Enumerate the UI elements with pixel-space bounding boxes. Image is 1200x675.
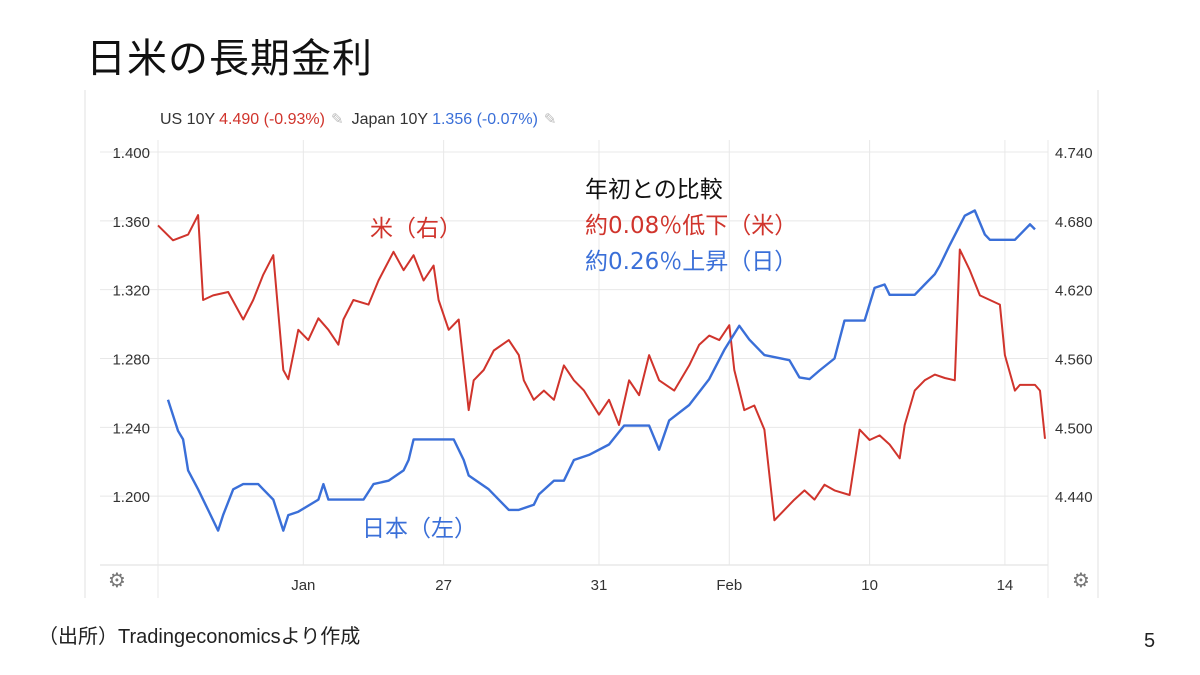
y-right-tick-label: 4.680 [1055, 214, 1093, 231]
legend-jp-label: Japan 10Y [351, 111, 429, 128]
y-right-tick-label: 4.560 [1055, 352, 1093, 369]
x-tick-label: Jan [291, 577, 315, 594]
source-note: （出所）Tradingeconomicsより作成 [38, 626, 361, 648]
y-left-tick-label: 1.280 [112, 352, 150, 369]
y-left-tick-label: 1.240 [112, 420, 150, 437]
y-right-tick-label: 4.440 [1055, 489, 1093, 506]
chart-legend: US 10Y 4.490 (-0.93%) ✎ Japan 10Y 1.356 (-0.… [160, 110, 565, 129]
compare-title: 年初との比較 [585, 177, 723, 203]
x-tick-label: 10 [861, 577, 878, 594]
jp-change: 約0.26％上昇（日） [585, 249, 798, 275]
pencil-icon[interactable]: ✎ [543, 111, 557, 128]
y-left-tick-label: 1.360 [112, 214, 150, 231]
page-number: 5 [1144, 630, 1156, 652]
legend-us-label: US 10Y [160, 111, 216, 128]
us-change: 約0.08％低下（米） [585, 213, 798, 239]
x-tick-label: 14 [997, 577, 1014, 594]
gear-icon[interactable]: ⚙ [108, 568, 126, 592]
x-tick-label: 27 [435, 577, 452, 594]
us-series-label: 米（右） [370, 216, 462, 242]
gear-icon[interactable]: ⚙ [1072, 568, 1090, 592]
slide-title: 日米の長期金利 [86, 36, 373, 82]
x-tick-label: 31 [591, 577, 608, 594]
us-10y-line [157, 214, 1046, 522]
y-right-tick-label: 4.500 [1055, 420, 1093, 437]
y-left-tick-label: 1.200 [112, 489, 150, 506]
jp-series-label: 日本（左） [362, 516, 477, 542]
y-right-tick-label: 4.620 [1055, 283, 1093, 300]
legend-jp-value: 1.356 (-0.07%) [432, 111, 538, 128]
y-right-tick-label: 4.740 [1055, 145, 1093, 162]
pencil-icon[interactable]: ✎ [330, 111, 344, 128]
japan-10y-line [166, 209, 1036, 532]
y-left-tick-label: 1.320 [112, 283, 150, 300]
legend-us-value: 4.490 (-0.93%) [219, 111, 325, 128]
y-left-tick-label: 1.400 [112, 145, 150, 162]
x-tick-label: Feb [716, 577, 742, 594]
